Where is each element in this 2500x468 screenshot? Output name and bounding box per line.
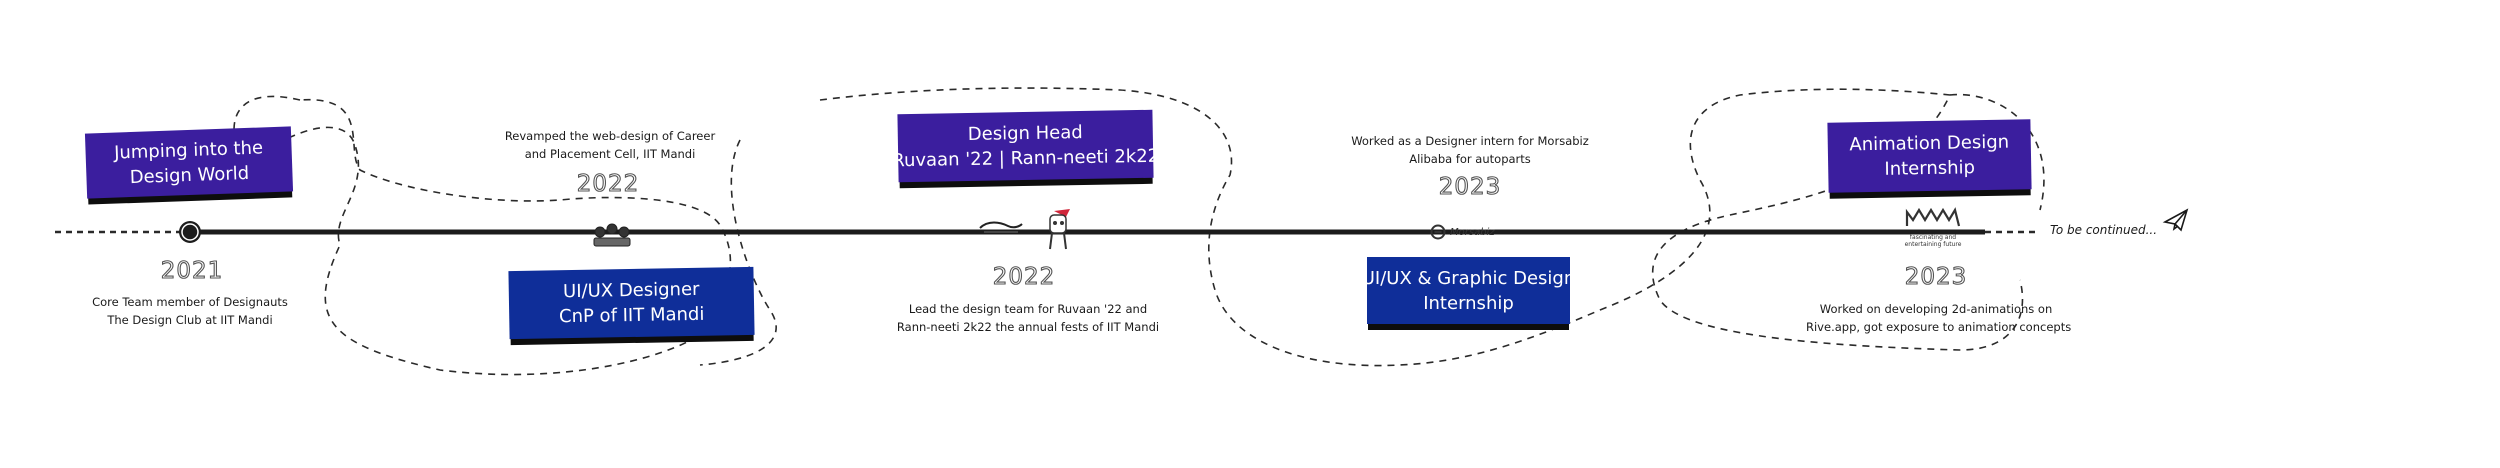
description-line: Worked on developing 2d-animations on — [1819, 302, 2053, 316]
rive-logo-icon — [1905, 207, 1961, 227]
description-line: Revamped the web-design of Career — [504, 129, 716, 143]
year-label: 2022 — [992, 263, 1056, 290]
cnp-logo-icon — [590, 220, 634, 252]
card-line: Internship — [1884, 157, 1976, 180]
description-line: Rive.app, got exposure to animation conc… — [1806, 320, 2072, 334]
milestone-card-uiux-graphic: UI/UX & Graphic Design Internship — [1362, 257, 1575, 324]
milestone-description: Lead the design team for Ruvaan '22 and … — [888, 300, 1168, 336]
milestone-description: Revamped the web-design of Career and Pl… — [480, 127, 740, 163]
card-line: UI/UX & Graphic Design — [1361, 267, 1576, 289]
year-label: 2023 — [1438, 173, 1502, 200]
description-line: Rann-neeti 2k22 the annual fests of IIT … — [896, 320, 1160, 334]
start-node-icon — [179, 221, 201, 243]
card-line: CnP of IIT Mandi — [558, 303, 705, 328]
description-line: The Design Club at IIT Mandi — [107, 313, 273, 327]
milestone-description: Core Team member of Designauts The Desig… — [70, 293, 310, 329]
card-line: Animation Design — [1849, 131, 2010, 156]
description-line: Lead the design team for Ruvaan '22 and — [908, 302, 1148, 316]
milestone-card-design-head: Design Head Ruvaan '22 | Rann-neeti 2k22 — [892, 109, 1159, 183]
morsabiz-logo: Morsabiz — [1430, 221, 1520, 243]
rann-neeti-mascot-icon — [1040, 205, 1080, 251]
milestone-description: Worked as a Designer intern for Morsabiz… — [1340, 132, 1600, 168]
description-line: Worked as a Designer intern for Morsabiz — [1351, 134, 1589, 148]
milestone-description: Worked on developing 2d-animations on Ri… — [1806, 300, 2072, 336]
year-label: 2021 — [160, 257, 224, 284]
milestone-card-design-world: Jumping into the Design World — [84, 126, 294, 199]
dashed-blob-2 — [819, 87, 2024, 367]
to-be-continued-label: To be continued... — [2050, 223, 2158, 237]
card-line: Internship — [1423, 292, 1514, 314]
ruvaan-logo-icon — [978, 216, 1024, 238]
year-label: 2022 — [576, 170, 640, 197]
card-line: Design Head — [967, 122, 1083, 146]
morsabiz-logo-icon — [1430, 224, 1446, 240]
morsabiz-logo-text: Morsabiz — [1450, 226, 1495, 238]
dashed-blob-3 — [699, 139, 777, 366]
description-line: Core Team member of Designauts — [92, 295, 288, 309]
rive-logo-text: entertaining future — [1904, 241, 1962, 248]
milestone-card-animation: Animation Design Internship — [1827, 119, 2032, 193]
rive-logo-text: fascinating and — [1909, 234, 1957, 241]
card-line: Design World — [129, 162, 250, 188]
rive-logo: fascinating and entertaining future — [1903, 206, 1963, 254]
year-label: 2023 — [1904, 263, 1968, 290]
paper-plane-icon — [2162, 208, 2189, 232]
milestone-card-uiux-cnp: UI/UX Designer CnP of IIT Mandi — [508, 266, 755, 340]
card-line: Ruvaan '22 | Rann-neeti 2k22 — [892, 145, 1160, 172]
description-line: and Placement Cell, IIT Mandi — [524, 147, 696, 161]
card-line: UI/UX Designer — [562, 278, 700, 303]
description-line: Alibaba for autoparts — [1409, 152, 1531, 166]
